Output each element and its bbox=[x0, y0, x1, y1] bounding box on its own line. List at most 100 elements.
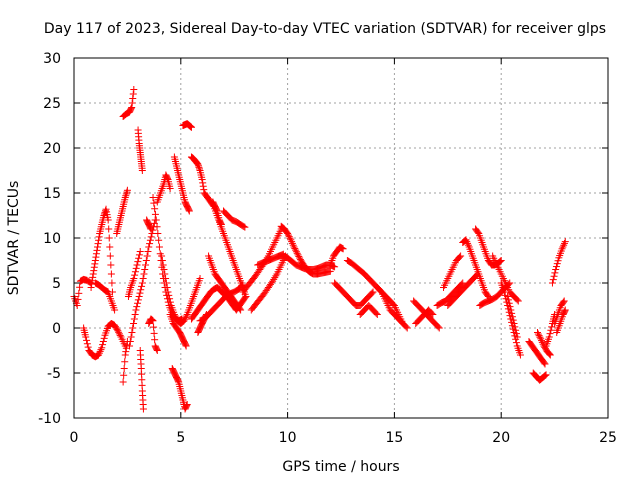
data-point bbox=[76, 283, 84, 291]
data-point bbox=[535, 332, 543, 340]
data-point bbox=[512, 326, 520, 334]
data-point bbox=[403, 324, 411, 332]
data-point bbox=[547, 326, 555, 334]
data-point bbox=[545, 349, 553, 357]
data-point bbox=[92, 250, 100, 258]
data-point bbox=[100, 212, 108, 219]
data-point bbox=[182, 341, 190, 349]
data-point bbox=[271, 274, 279, 282]
data-point bbox=[128, 104, 136, 111]
data-point bbox=[143, 252, 151, 260]
data-point bbox=[166, 298, 174, 306]
data-point bbox=[161, 270, 169, 278]
data-point bbox=[115, 330, 123, 338]
data-point bbox=[98, 344, 106, 352]
data-point bbox=[538, 337, 546, 345]
data-point bbox=[548, 323, 556, 331]
data-point bbox=[147, 233, 155, 241]
data-point bbox=[130, 275, 138, 282]
grid-lines bbox=[74, 58, 608, 418]
data-point bbox=[153, 347, 161, 354]
data-point bbox=[183, 402, 191, 410]
data-point bbox=[139, 275, 147, 282]
data-point bbox=[183, 401, 191, 408]
data-point bbox=[560, 239, 568, 247]
data-point bbox=[141, 266, 149, 273]
data-point bbox=[552, 263, 560, 271]
data-point bbox=[137, 286, 145, 294]
data-point bbox=[241, 294, 249, 302]
data-point bbox=[402, 323, 410, 331]
data-point bbox=[497, 257, 505, 264]
data-point bbox=[166, 185, 174, 192]
data-point bbox=[162, 279, 170, 287]
data-point bbox=[240, 223, 248, 231]
data-point bbox=[500, 288, 508, 296]
data-point bbox=[147, 225, 155, 233]
data-point bbox=[504, 296, 512, 304]
data-point bbox=[87, 284, 95, 291]
data-point bbox=[534, 330, 542, 338]
data-point bbox=[153, 223, 161, 231]
data-point bbox=[106, 252, 114, 260]
data-point bbox=[295, 252, 303, 260]
y-tick-label: 15 bbox=[43, 186, 61, 202]
data-point bbox=[128, 99, 136, 107]
data-point bbox=[213, 206, 221, 214]
x-tick-label: 20 bbox=[492, 430, 510, 446]
data-point bbox=[165, 291, 173, 299]
data-point bbox=[135, 251, 143, 259]
data-point bbox=[91, 257, 99, 264]
data-point bbox=[508, 309, 516, 317]
data-point bbox=[108, 279, 116, 287]
data-point bbox=[270, 275, 278, 283]
data-point bbox=[150, 199, 158, 207]
data-point bbox=[97, 346, 105, 354]
data-point bbox=[285, 233, 293, 241]
data-point bbox=[507, 306, 515, 314]
data-point bbox=[102, 207, 110, 215]
data-point bbox=[548, 279, 556, 287]
chart-title: Day 117 of 2023, Sidereal Day-to-day VTE… bbox=[44, 21, 606, 37]
data-point bbox=[150, 329, 158, 337]
data-point bbox=[457, 252, 465, 260]
data-point bbox=[126, 338, 134, 345]
data-point bbox=[138, 279, 146, 287]
data-point bbox=[95, 349, 103, 357]
data-point bbox=[429, 311, 437, 318]
data-point bbox=[73, 302, 81, 309]
data-point bbox=[545, 333, 553, 341]
data-point bbox=[561, 306, 569, 314]
data-point bbox=[107, 270, 115, 278]
data-point bbox=[194, 162, 202, 170]
data-point bbox=[140, 270, 148, 278]
data-point bbox=[121, 194, 129, 201]
data-point bbox=[193, 159, 201, 167]
data-point bbox=[149, 194, 157, 201]
data-point bbox=[134, 296, 142, 304]
data-point bbox=[121, 358, 129, 366]
data-point bbox=[150, 323, 158, 331]
data-point bbox=[496, 257, 504, 265]
data-point bbox=[511, 323, 519, 331]
data-point bbox=[158, 257, 166, 264]
data-point bbox=[145, 243, 153, 251]
data-point bbox=[331, 263, 339, 271]
data-point bbox=[541, 371, 549, 379]
data-point bbox=[95, 351, 103, 359]
data-point bbox=[554, 257, 562, 265]
data-point bbox=[504, 293, 512, 300]
data-point bbox=[131, 268, 139, 276]
data-point bbox=[151, 336, 159, 344]
data-point bbox=[551, 269, 559, 277]
data-point bbox=[155, 243, 163, 251]
data-point bbox=[292, 248, 300, 256]
data-point bbox=[153, 345, 161, 353]
data-point bbox=[123, 186, 131, 194]
data-point bbox=[135, 254, 143, 262]
data-point bbox=[91, 260, 99, 268]
data-point bbox=[127, 105, 135, 113]
data-point bbox=[217, 219, 225, 227]
